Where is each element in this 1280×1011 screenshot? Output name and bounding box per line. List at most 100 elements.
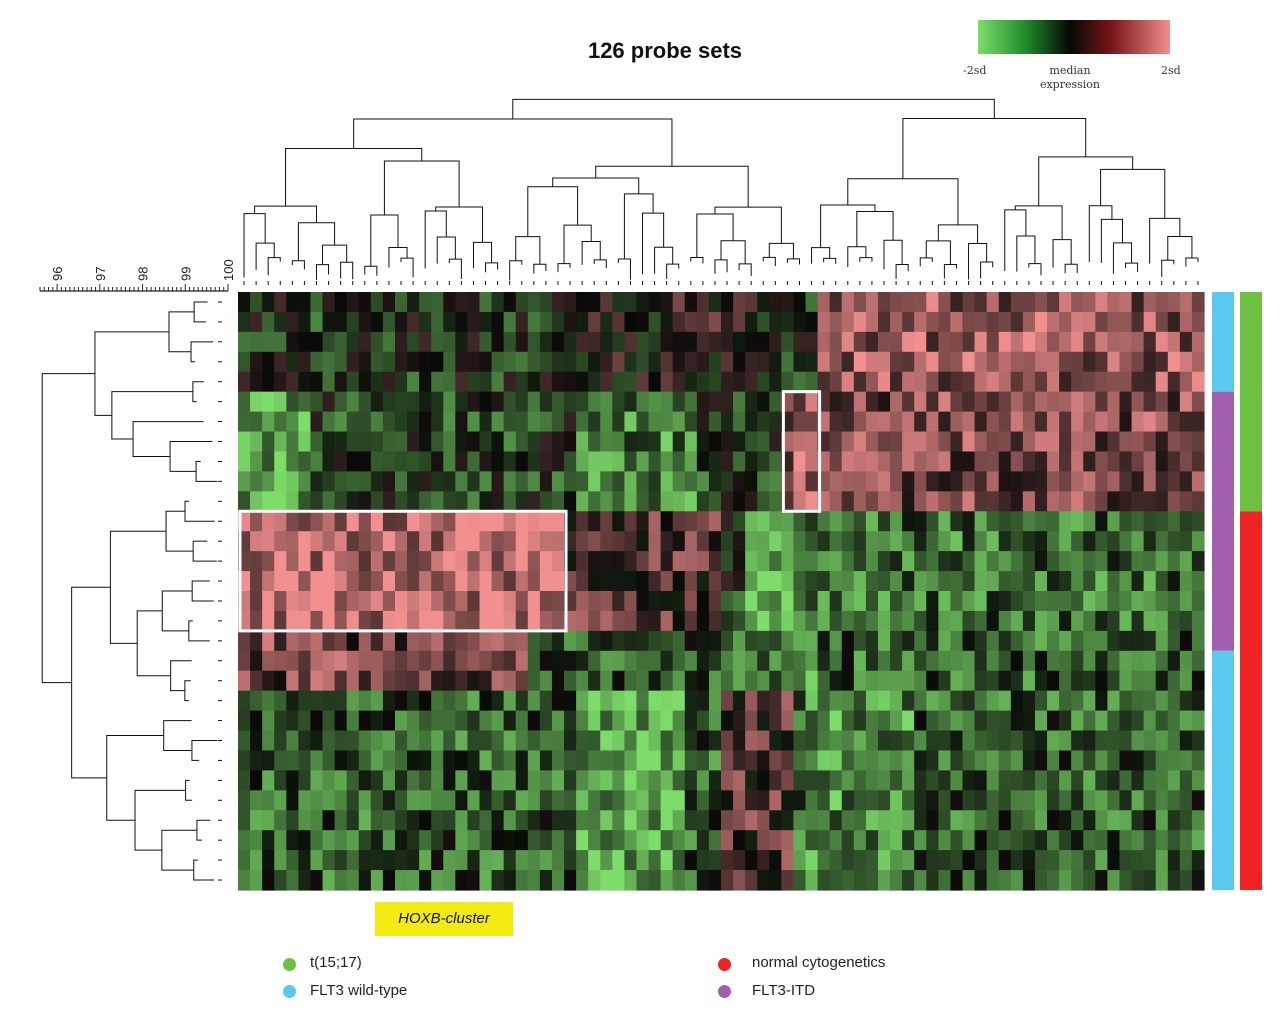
heatmap-cell	[394, 411, 408, 433]
heatmap-cell	[1071, 411, 1084, 433]
heatmap-cell	[672, 770, 686, 791]
dendrogram-branch	[902, 118, 1087, 179]
heatmap-cell	[274, 810, 287, 831]
heatmap-cell	[721, 591, 734, 612]
heatmap-cell	[890, 511, 903, 532]
heatmap-cell	[1143, 830, 1157, 851]
heatmap-cell	[1143, 710, 1157, 732]
heatmap-cell	[1155, 451, 1169, 472]
heatmap-cell	[998, 451, 1012, 472]
heatmap-cell	[745, 411, 758, 433]
heatmap-cell	[1059, 690, 1072, 712]
heatmap-cell	[1034, 292, 1048, 313]
heatmap-cell	[1034, 690, 1048, 712]
heatmap-cell	[902, 411, 915, 433]
heatmap-cell	[1191, 331, 1205, 353]
heatmap-cell	[1179, 311, 1193, 333]
heatmap-cell	[250, 850, 263, 871]
heatmap-cell	[491, 451, 505, 472]
heatmap-cell	[394, 431, 408, 453]
heatmap-cell	[419, 491, 432, 512]
heatmap-cell	[781, 571, 795, 592]
heatmap-cell	[1179, 351, 1193, 373]
heatmap-cell	[394, 331, 408, 353]
heatmap-cell	[419, 750, 432, 771]
heatmap-cell	[624, 770, 638, 791]
heatmap-cell	[564, 311, 577, 333]
heatmap-cell	[419, 790, 432, 811]
heatmap-cell	[1167, 551, 1181, 572]
heatmap-cell	[262, 511, 275, 532]
heatmap-cell	[431, 292, 444, 313]
heatmap-cell	[1167, 730, 1181, 752]
heatmap-cell	[370, 850, 384, 871]
heatmap-cell	[576, 531, 589, 552]
heatmap-cell	[1131, 690, 1145, 712]
heatmap-cell	[986, 591, 1000, 612]
heatmap-cell	[648, 670, 662, 692]
heatmap-cell	[841, 511, 855, 532]
heatmap-cell	[467, 292, 481, 313]
heatmap-cell	[467, 311, 481, 333]
heatmap-cell	[733, 610, 746, 632]
heatmap-cell	[431, 351, 444, 373]
heatmap-cell	[805, 810, 819, 831]
heatmap-cell	[974, 451, 988, 472]
heatmap-cell	[310, 531, 324, 552]
heatmap-cell	[636, 810, 650, 831]
heatmap-cell	[853, 371, 867, 393]
heatmap-cell	[733, 830, 746, 851]
heatmap-cell	[238, 710, 251, 732]
heatmap-cell	[696, 730, 710, 752]
heatmap-cell	[1010, 830, 1024, 851]
heatmap-cell	[382, 630, 396, 652]
heatmap-cell	[491, 391, 505, 413]
heatmap-cell	[1071, 531, 1084, 552]
heatmap-cell	[588, 391, 601, 413]
heatmap-cell	[455, 471, 469, 492]
heatmap-cell	[527, 670, 541, 692]
heatmap-cell	[684, 850, 698, 871]
heatmap-cell	[274, 351, 287, 373]
heatmap-cell	[1155, 591, 1169, 612]
heatmap-cell	[576, 471, 589, 492]
dendrogram-branch	[533, 263, 547, 274]
heatmap-cell	[769, 391, 782, 413]
heatmap-cell	[938, 810, 952, 831]
heatmap-cell	[443, 351, 456, 373]
heatmap-cell	[286, 471, 299, 492]
heatmap-cell	[781, 610, 795, 632]
heatmap-cell	[455, 610, 469, 632]
heatmap-cell	[696, 531, 710, 552]
heatmap-cell	[443, 630, 456, 652]
heatmap-cell	[419, 411, 432, 433]
heatmap-cell	[793, 331, 807, 353]
heatmap-cell	[1131, 351, 1145, 373]
heatmap-cell	[1119, 591, 1133, 612]
dendrogram-branch	[1004, 209, 1027, 271]
heatmap-cell	[491, 531, 505, 552]
heatmap-cell	[793, 451, 807, 472]
heatmap-cell	[1083, 591, 1096, 612]
heatmap-cell	[950, 351, 964, 373]
heatmap-cell	[950, 311, 964, 333]
heatmap-cell	[877, 431, 891, 453]
heatmap-cell	[334, 710, 348, 732]
heatmap-cell	[817, 830, 831, 851]
heatmap-cell	[407, 371, 420, 393]
heatmap-cell	[262, 411, 275, 433]
heatmap-cell	[829, 610, 843, 632]
heatmap-cell	[394, 391, 408, 413]
heatmap-cell	[1107, 710, 1121, 732]
heatmap-cell	[986, 750, 1000, 771]
heatmap-cell	[853, 810, 867, 831]
heatmap-cell	[805, 630, 819, 652]
heatmap-cell	[877, 870, 891, 891]
heatmap-cell	[407, 311, 420, 333]
heatmap-cell	[503, 371, 517, 393]
heatmap-cell	[551, 292, 565, 313]
heatmap-cell	[829, 710, 843, 732]
heatmap-cell	[624, 591, 638, 612]
heatmap-cell	[624, 411, 638, 433]
heatmap-cell	[769, 610, 782, 632]
